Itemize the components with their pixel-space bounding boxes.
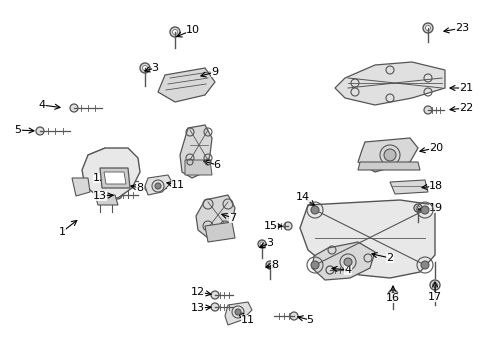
Text: 21: 21 <box>459 83 473 93</box>
Polygon shape <box>335 62 445 105</box>
Text: 8: 8 <box>271 260 278 270</box>
Text: 11: 11 <box>171 180 185 190</box>
Text: 17: 17 <box>428 292 442 302</box>
Polygon shape <box>145 175 172 195</box>
Polygon shape <box>72 178 90 196</box>
Text: 15: 15 <box>264 221 278 231</box>
Circle shape <box>70 104 78 112</box>
Circle shape <box>290 312 298 320</box>
Text: 22: 22 <box>459 103 473 113</box>
Text: 16: 16 <box>386 293 400 303</box>
Polygon shape <box>185 160 212 175</box>
Circle shape <box>172 30 177 35</box>
Text: 12: 12 <box>93 173 107 183</box>
Text: 14: 14 <box>296 192 310 202</box>
Circle shape <box>143 66 147 71</box>
Polygon shape <box>104 172 126 184</box>
Text: 7: 7 <box>229 213 237 223</box>
Circle shape <box>391 292 395 297</box>
Polygon shape <box>358 162 420 170</box>
Circle shape <box>421 261 429 269</box>
Circle shape <box>384 149 396 161</box>
Text: 12: 12 <box>191 287 205 297</box>
Circle shape <box>430 280 440 290</box>
Circle shape <box>170 27 180 37</box>
Circle shape <box>211 291 219 299</box>
Polygon shape <box>225 302 252 325</box>
Text: 1: 1 <box>58 227 66 237</box>
Text: 13: 13 <box>191 303 205 313</box>
Text: 5: 5 <box>307 315 314 325</box>
Circle shape <box>268 263 272 267</box>
Circle shape <box>326 266 334 274</box>
Circle shape <box>433 283 438 288</box>
Text: 5: 5 <box>15 125 22 135</box>
Polygon shape <box>196 195 235 238</box>
Circle shape <box>423 23 433 33</box>
Circle shape <box>145 185 151 191</box>
Polygon shape <box>158 68 215 102</box>
Circle shape <box>311 206 319 214</box>
Circle shape <box>155 183 161 189</box>
Circle shape <box>425 26 431 31</box>
Polygon shape <box>95 195 118 205</box>
Circle shape <box>284 222 292 230</box>
Text: 23: 23 <box>455 23 469 33</box>
Text: 4: 4 <box>344 265 351 275</box>
Circle shape <box>421 206 429 214</box>
Circle shape <box>114 177 122 185</box>
Text: 6: 6 <box>214 160 220 170</box>
Text: 18: 18 <box>429 181 443 191</box>
Circle shape <box>416 206 420 210</box>
Text: 13: 13 <box>93 191 107 201</box>
Text: 3: 3 <box>267 238 273 248</box>
Text: 3: 3 <box>151 63 158 73</box>
Text: 20: 20 <box>429 143 443 153</box>
Circle shape <box>36 127 44 135</box>
Polygon shape <box>358 138 418 172</box>
Polygon shape <box>100 168 130 188</box>
Text: 8: 8 <box>136 183 144 193</box>
Polygon shape <box>205 222 235 242</box>
Circle shape <box>140 63 150 73</box>
Circle shape <box>114 191 122 199</box>
Circle shape <box>311 261 319 269</box>
Polygon shape <box>180 125 212 178</box>
Circle shape <box>258 240 266 248</box>
Circle shape <box>414 204 422 212</box>
Text: 2: 2 <box>387 253 393 263</box>
Circle shape <box>211 303 219 311</box>
Text: 11: 11 <box>241 315 255 325</box>
Circle shape <box>266 261 274 269</box>
Text: 4: 4 <box>38 100 46 110</box>
Circle shape <box>235 309 241 315</box>
Text: 19: 19 <box>429 203 443 213</box>
Polygon shape <box>82 148 140 198</box>
Polygon shape <box>300 200 435 278</box>
Circle shape <box>424 106 432 114</box>
Circle shape <box>260 242 264 246</box>
Text: 9: 9 <box>212 67 219 77</box>
Polygon shape <box>312 242 375 280</box>
Circle shape <box>388 290 398 300</box>
Polygon shape <box>390 180 428 194</box>
Circle shape <box>344 258 352 266</box>
Text: 10: 10 <box>186 25 200 35</box>
